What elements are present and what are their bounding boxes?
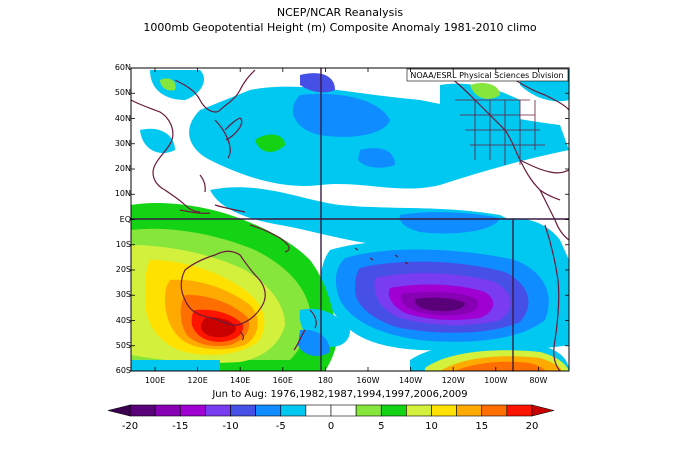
colorbar	[107, 404, 555, 417]
colorbar-label: 15	[475, 421, 489, 432]
latitude-label: 20S	[115, 265, 131, 274]
longitude-label: 140E	[230, 376, 251, 385]
map-title-line2: 1000mb Geopotential Height (m) Composite…	[143, 21, 537, 34]
colorbar-label: -5	[275, 421, 286, 432]
colorbar-segment	[355, 404, 382, 417]
colorbar-segment	[129, 404, 156, 417]
colorbar-label: 10	[425, 421, 438, 432]
latitude-label: 30N	[114, 138, 131, 148]
colorbar-segment	[456, 404, 483, 417]
colorbar-segment	[330, 404, 357, 417]
longitude-label: 120E	[187, 376, 208, 385]
reference-lines	[131, 68, 569, 371]
longitude-label: 100W	[484, 376, 508, 385]
state-borders	[455, 99, 545, 165]
longitude-label: 80W	[529, 376, 548, 385]
colorbar-segment	[380, 404, 407, 417]
longitude-label: 180	[317, 376, 334, 385]
colorbar-segment	[255, 404, 282, 417]
latitude-label: 10N	[114, 189, 131, 199]
colorbar-segment	[179, 404, 206, 417]
coastlines	[131, 69, 569, 371]
colorbar-segment	[431, 404, 457, 417]
colorbar-low-arrow	[107, 404, 131, 417]
colorbar-segment	[230, 404, 256, 417]
latitude-label: 20N	[114, 164, 131, 173]
colorbar-label: 20	[525, 421, 539, 432]
longitude-label: 140W	[399, 376, 423, 385]
latitude-label: 50N	[114, 88, 131, 98]
latitude-label: 40N	[114, 113, 131, 123]
longitude-label: 120W	[441, 376, 465, 385]
colorbar-segment	[280, 404, 307, 417]
longitude-label: 160E	[272, 376, 293, 385]
latitude-label: 50S	[115, 340, 131, 350]
colorbar-segment	[506, 404, 533, 417]
colorbar-segment	[305, 404, 332, 417]
colorbar-segment	[406, 404, 432, 417]
map-title-line1: NCEP/NCAR Reanalysis	[276, 6, 404, 19]
colorbar-label: 5	[378, 421, 385, 432]
longitude-label: 160W	[356, 376, 380, 385]
axis-ticks	[131, 67, 569, 372]
latitude-label: 60S	[115, 366, 131, 375]
colorbar-high-arrow	[531, 404, 555, 417]
colorbar-segment	[205, 404, 231, 417]
anomaly-shading	[131, 68, 569, 371]
colorbar-label: 0	[327, 421, 335, 432]
colorbar-label: -10	[222, 421, 239, 432]
credit-text: NOAA/ESRL Physical Sciences Division	[410, 71, 563, 80]
latitude-label: 40S	[115, 315, 131, 325]
credit-box: NOAA/ESRL Physical Sciences Division	[406, 68, 569, 82]
longitude-label: 100E	[144, 376, 166, 385]
colorbar-label: -15	[172, 421, 189, 432]
composite-years-subtitle: Jun to Aug: 1976,1982,1987,1994,1997,200…	[212, 389, 468, 400]
latitude-label: 60N	[114, 63, 131, 72]
latitude-label: EQ	[119, 214, 131, 224]
colorbar-label: -20	[121, 421, 139, 432]
latitude-label: 10S	[115, 239, 131, 249]
latitude-label: 30S	[115, 290, 131, 300]
colorbar-segment	[481, 404, 508, 417]
colorbar-segment	[154, 404, 181, 417]
